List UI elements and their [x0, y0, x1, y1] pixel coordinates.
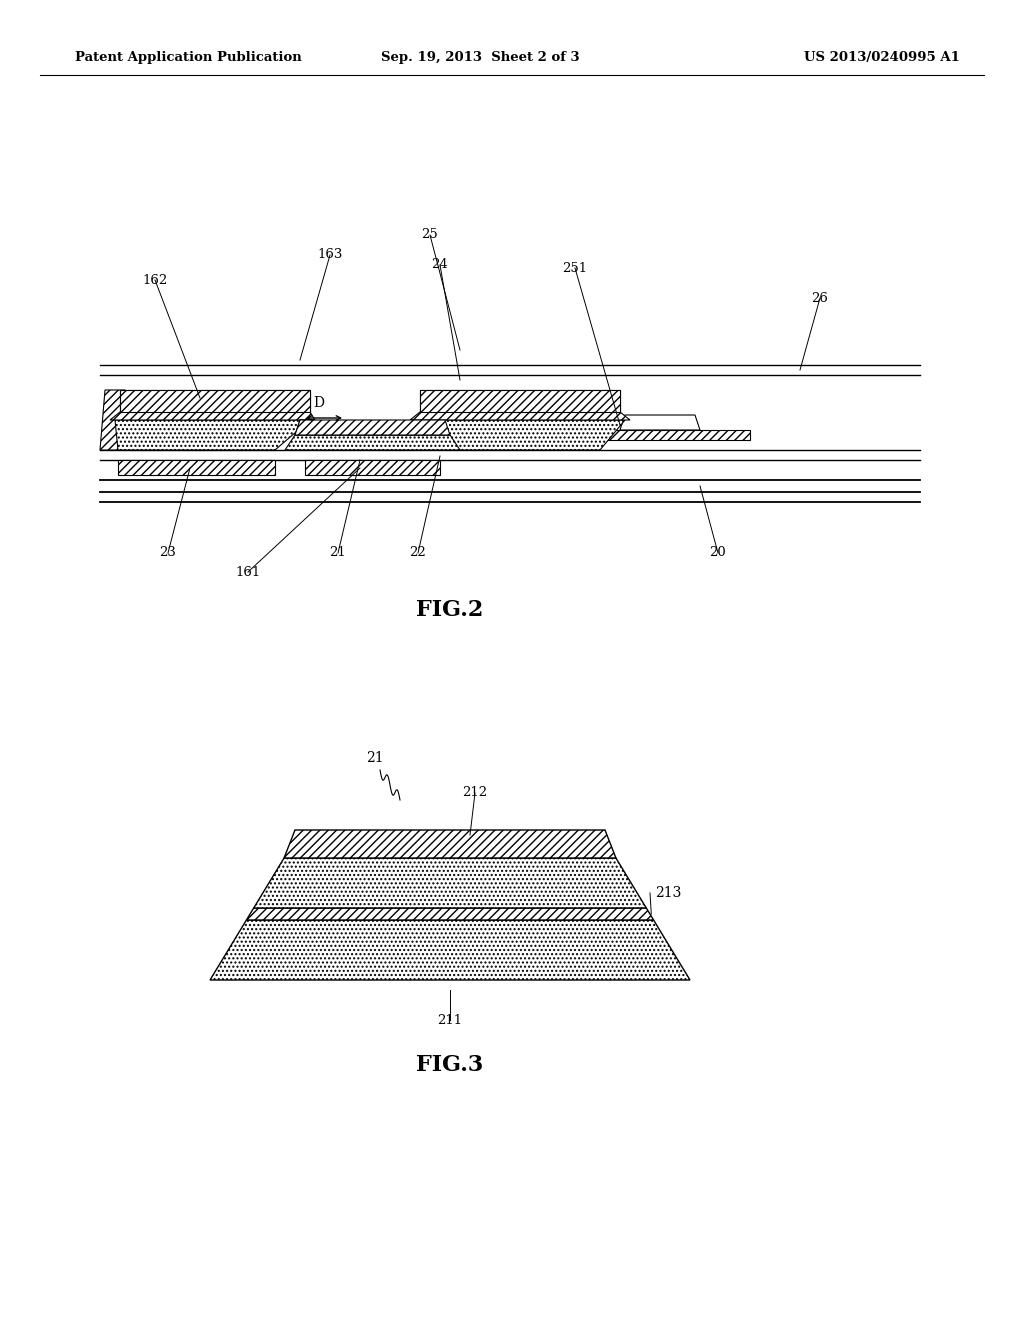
Polygon shape [415, 420, 625, 450]
Text: 213: 213 [655, 886, 681, 900]
Polygon shape [305, 459, 440, 475]
Polygon shape [120, 389, 310, 412]
Polygon shape [420, 389, 620, 412]
Text: FIG.2: FIG.2 [417, 599, 483, 620]
Text: FIG.3: FIG.3 [417, 1053, 483, 1076]
Polygon shape [120, 412, 310, 420]
Polygon shape [295, 420, 450, 436]
Text: Sep. 19, 2013  Sheet 2 of 3: Sep. 19, 2013 Sheet 2 of 3 [381, 51, 580, 65]
Polygon shape [254, 858, 646, 908]
Polygon shape [285, 436, 460, 450]
Text: Patent Application Publication: Patent Application Publication [75, 51, 302, 65]
Text: US 2013/0240995 A1: US 2013/0240995 A1 [804, 51, 961, 65]
Polygon shape [420, 412, 620, 420]
Text: 211: 211 [437, 1014, 463, 1027]
Text: 163: 163 [317, 248, 343, 261]
Polygon shape [284, 830, 615, 858]
Polygon shape [410, 412, 630, 420]
Text: 21: 21 [367, 751, 384, 766]
Polygon shape [100, 389, 135, 450]
Polygon shape [600, 430, 750, 440]
Text: 26: 26 [812, 292, 828, 305]
Text: 25: 25 [422, 228, 438, 242]
Polygon shape [120, 389, 310, 412]
Polygon shape [118, 459, 275, 475]
Text: 20: 20 [710, 546, 726, 560]
Polygon shape [110, 412, 315, 420]
Text: 24: 24 [432, 259, 449, 272]
Text: 21: 21 [330, 546, 346, 560]
Polygon shape [295, 420, 450, 436]
Text: 251: 251 [562, 261, 588, 275]
Polygon shape [420, 389, 620, 412]
Text: 212: 212 [463, 787, 487, 800]
Polygon shape [130, 420, 275, 450]
Polygon shape [620, 414, 700, 430]
Polygon shape [115, 420, 310, 450]
Polygon shape [435, 420, 595, 450]
Text: 162: 162 [142, 273, 168, 286]
Text: 161: 161 [236, 565, 261, 578]
Polygon shape [247, 908, 653, 920]
Text: D: D [313, 396, 325, 411]
Text: 23: 23 [160, 546, 176, 560]
Text: 22: 22 [410, 546, 426, 560]
Polygon shape [210, 920, 690, 979]
